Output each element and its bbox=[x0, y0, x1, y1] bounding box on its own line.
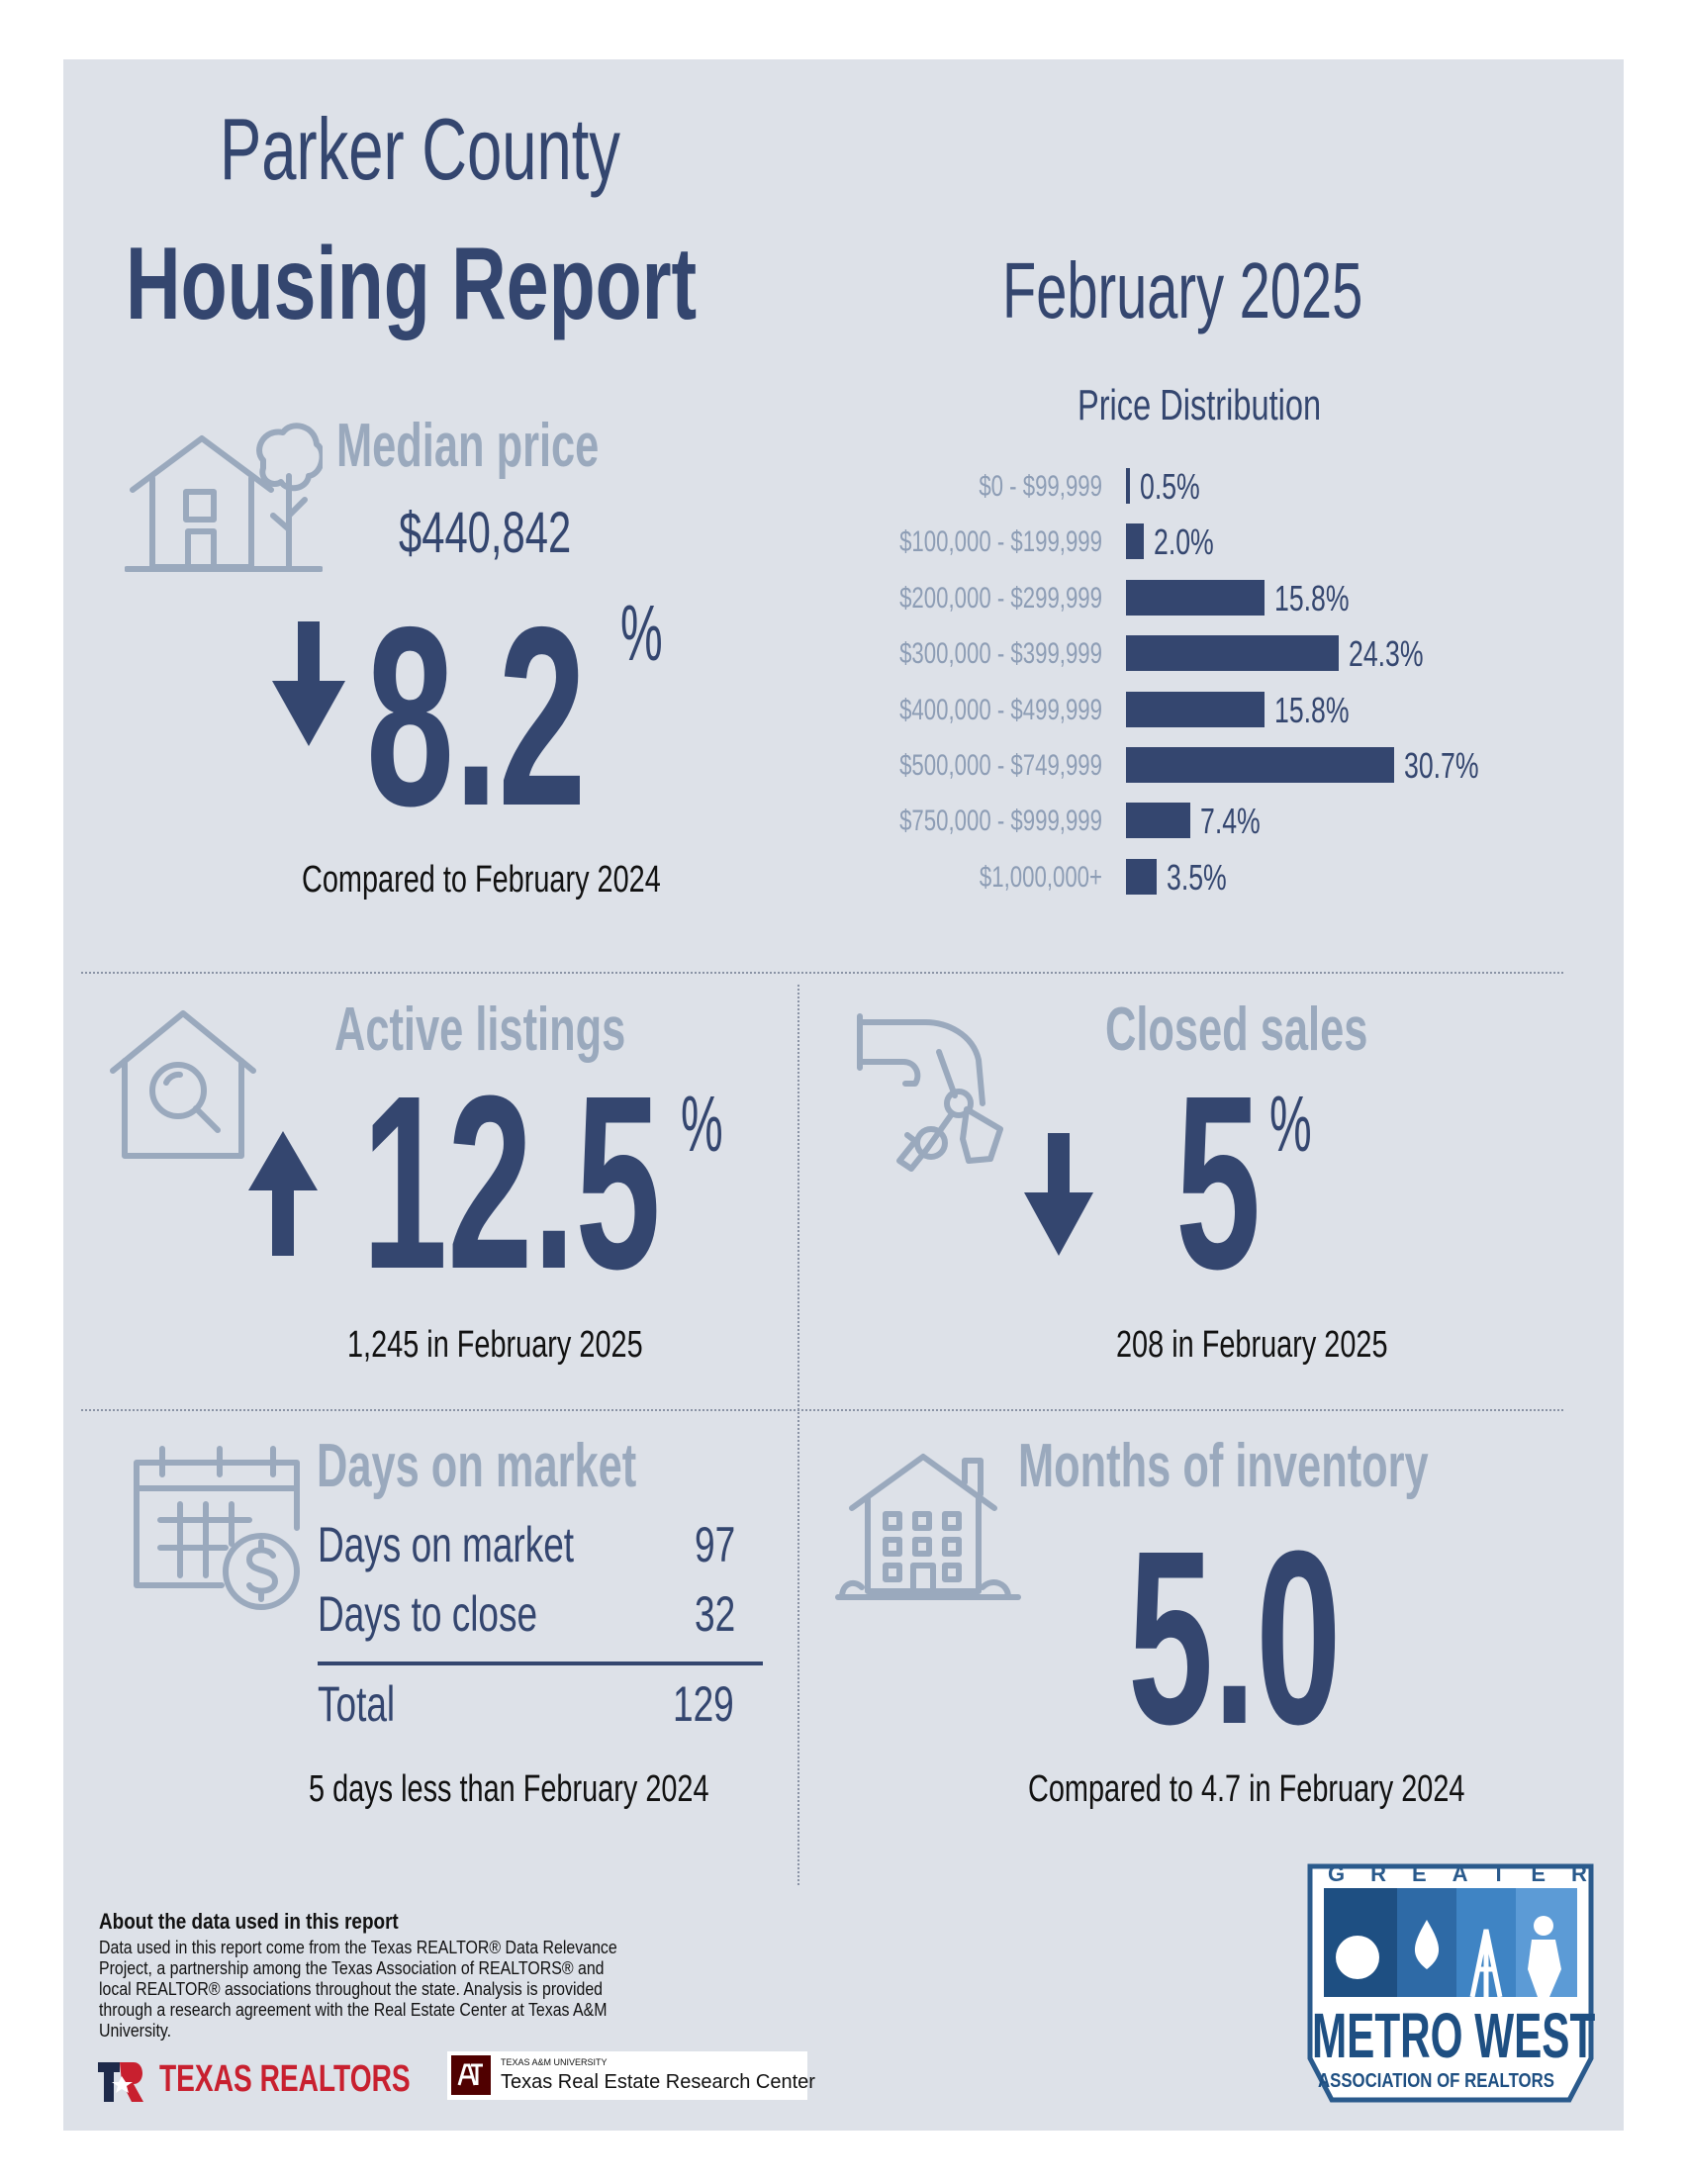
about-body: Data used in this report come from the T… bbox=[99, 1937, 617, 2041]
report-title-county: Parker County bbox=[220, 100, 620, 198]
months-inventory-title: Months of inventory bbox=[1018, 1432, 1429, 1500]
price-range-value-label: 0.5% bbox=[1140, 466, 1201, 507]
price-range-label: $200,000 - $299,999 bbox=[899, 581, 1102, 615]
report-panel bbox=[63, 59, 1624, 2131]
texas-realtors-wordmark: TEXAS REALTORS bbox=[159, 2058, 411, 2100]
median-price-caption: Compared to February 2024 bbox=[302, 859, 661, 901]
tamu-atm-icon bbox=[451, 2055, 491, 2095]
house-magnifier-icon bbox=[110, 1010, 256, 1159]
tamu-university-label: TEXAS A&M UNIVERSITY bbox=[501, 2057, 608, 2067]
divider-vertical bbox=[797, 985, 799, 1885]
texas-realtors-mark-icon bbox=[98, 2062, 143, 2102]
price-range-label: $1,000,000+ bbox=[979, 860, 1102, 894]
hand-keys-icon bbox=[857, 1013, 1003, 1172]
price-range-value-label: 7.4% bbox=[1200, 801, 1262, 842]
dom-total-rule bbox=[318, 1662, 763, 1665]
price-range-bar bbox=[1126, 468, 1131, 504]
price-range-value-label: 2.0% bbox=[1153, 522, 1214, 563]
dom-row-value: 32 bbox=[695, 1586, 736, 1642]
active-listings-caption: 1,245 in February 2025 bbox=[347, 1324, 643, 1366]
dom-row-label: Days to close bbox=[318, 1586, 538, 1642]
median-price-value: $440,842 bbox=[399, 501, 572, 565]
price-range-value-label: 24.3% bbox=[1348, 633, 1424, 675]
metro-west-badge-icon bbox=[1307, 1863, 1594, 2103]
dom-total-label: Total bbox=[318, 1676, 396, 1732]
median-price-title: Median price bbox=[336, 412, 600, 480]
calendar-dollar-icon bbox=[134, 1446, 300, 1610]
closed-sales-change-unit: % bbox=[1269, 1080, 1312, 1168]
closed-sales-change: 5 bbox=[1175, 1044, 1262, 1320]
house-tree-icon bbox=[125, 423, 323, 572]
median-price-change-unit: % bbox=[620, 589, 663, 677]
price-range-value-label: 15.8% bbox=[1273, 577, 1350, 618]
dom-row-label: Days on market bbox=[318, 1517, 575, 1572]
price-range-bar bbox=[1126, 803, 1191, 839]
active-listings-change-unit: % bbox=[681, 1080, 723, 1168]
tamu-logo: TEXAS A&M UNIVERSITY Texas Real Estate R… bbox=[447, 2051, 815, 2100]
price-distribution-title: Price Distribution bbox=[1078, 381, 1322, 429]
price-range-label: $500,000 - $749,999 bbox=[899, 749, 1102, 782]
about-title: About the data used in this report bbox=[99, 1909, 399, 1934]
report-month: February 2025 bbox=[1002, 246, 1363, 334]
metro-west-top-label: GREATER bbox=[1328, 1861, 1613, 1886]
price-range-label: $300,000 - $399,999 bbox=[899, 637, 1102, 671]
months-inventory-caption: Compared to 4.7 in February 2024 bbox=[1028, 1768, 1465, 1810]
price-range-value-label: 30.7% bbox=[1404, 745, 1479, 786]
active-listings-change: 12.5 bbox=[362, 1044, 661, 1320]
price-range-label: $400,000 - $499,999 bbox=[899, 693, 1102, 726]
metro-west-main-label: METRO WEST bbox=[1312, 2000, 1596, 2071]
metro-west-bottom-label: ASSOCIATION OF REALTORS bbox=[1318, 2070, 1554, 2092]
median-price-change: 8.2 bbox=[366, 573, 587, 859]
price-range-bar bbox=[1126, 579, 1265, 616]
price-range-bar bbox=[1126, 523, 1144, 560]
divider-horizontal-top bbox=[81, 972, 1563, 974]
arrow-up-icon bbox=[248, 1131, 318, 1256]
closed-sales-title: Closed sales bbox=[1105, 996, 1368, 1064]
price-range-bar bbox=[1126, 858, 1157, 895]
months-inventory-value: 5.0 bbox=[1128, 1499, 1342, 1775]
report-title: Housing Report bbox=[126, 227, 698, 341]
price-range-label: $100,000 - $199,999 bbox=[899, 525, 1102, 559]
price-range-bar bbox=[1126, 747, 1395, 783]
divider-horizontal-middle bbox=[81, 1409, 1563, 1411]
price-range-bar bbox=[1126, 691, 1265, 727]
arrow-down-icon bbox=[272, 621, 345, 746]
tamu-center-label: Texas Real Estate Research Center bbox=[501, 2071, 815, 2093]
days-on-market-title: Days on market bbox=[317, 1432, 637, 1500]
dom-total-value: 129 bbox=[673, 1676, 734, 1732]
active-listings-title: Active listings bbox=[334, 996, 626, 1064]
closed-sales-caption: 208 in February 2025 bbox=[1116, 1324, 1388, 1366]
apartment-building-icon bbox=[835, 1454, 1021, 1600]
price-range-value-label: 3.5% bbox=[1166, 856, 1227, 898]
days-on-market-caption: 5 days less than February 2024 bbox=[309, 1768, 709, 1810]
price-range-label: $750,000 - $999,999 bbox=[899, 805, 1102, 838]
price-range-bar bbox=[1126, 635, 1339, 672]
arrow-down-icon bbox=[1024, 1133, 1093, 1256]
metro-west-logo: GREATER METRO WEST ASSOCIATION OF REALTO… bbox=[1302, 1860, 1599, 2104]
dom-row-value: 97 bbox=[695, 1517, 736, 1572]
price-range-value-label: 15.8% bbox=[1273, 689, 1350, 730]
price-range-label: $0 - $99,999 bbox=[979, 470, 1102, 503]
